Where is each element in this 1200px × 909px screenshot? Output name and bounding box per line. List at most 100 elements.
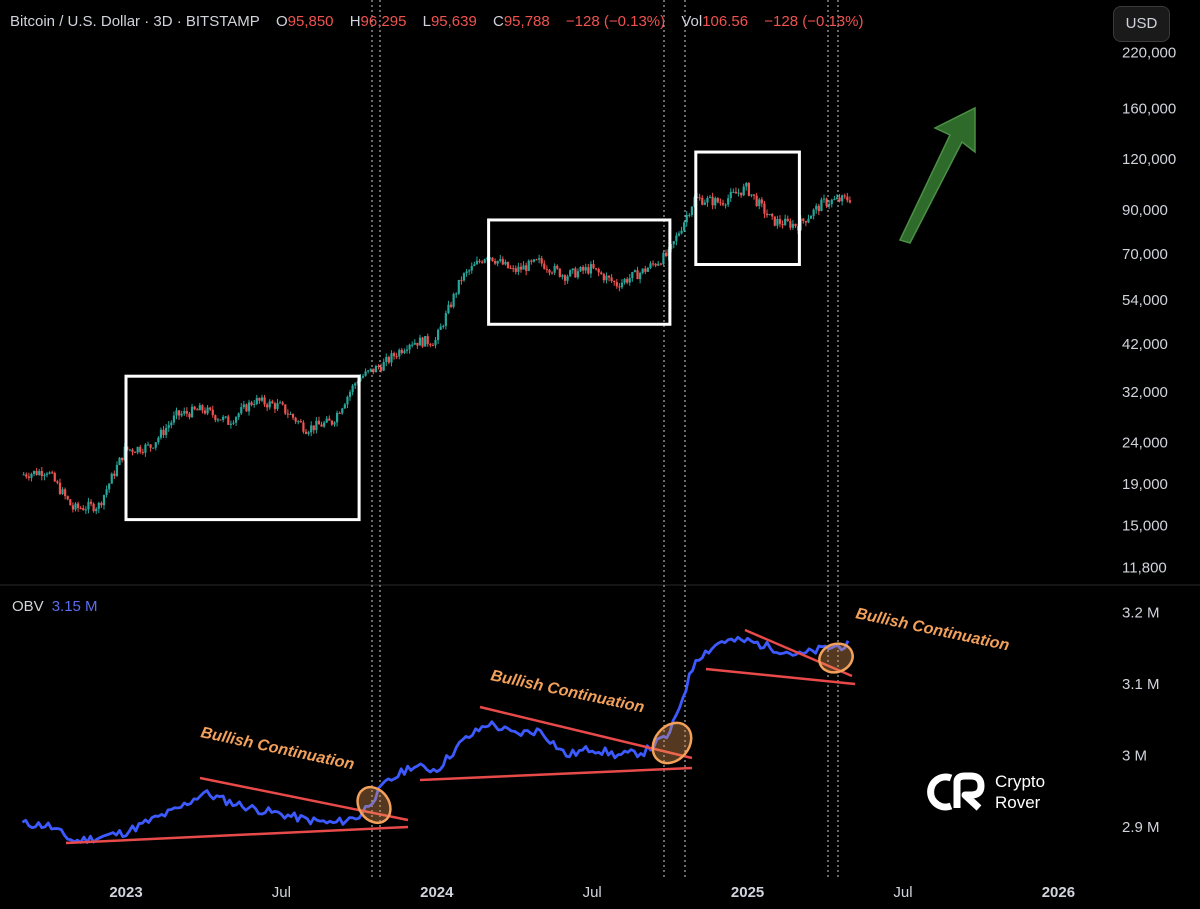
obv-y-tick-label: 2.9 M	[1122, 819, 1160, 836]
candle-body	[626, 279, 629, 283]
candle-body	[304, 431, 308, 434]
x-tick-label: 2023	[109, 884, 142, 901]
candle-body	[765, 213, 769, 216]
obv-y-tick-label: 3.1 M	[1122, 676, 1160, 693]
candle-body	[822, 198, 826, 200]
candle-body	[30, 473, 33, 478]
candle-body	[558, 268, 561, 277]
candle-body	[338, 412, 341, 414]
vol-change-value: −128 (−0.13%)	[764, 13, 864, 30]
candle-body	[820, 199, 823, 212]
candle-body	[752, 194, 756, 196]
candle-body	[802, 218, 805, 221]
bullish-continuation-label: Bullish Continuation	[489, 667, 646, 716]
candle-body	[584, 267, 587, 271]
trendline	[479, 705, 693, 760]
vol-value: 106.56	[702, 13, 749, 30]
open-label: O	[275, 13, 288, 30]
candle-body	[372, 368, 375, 373]
candle-body	[636, 270, 639, 280]
candle-body	[69, 499, 72, 506]
candle-body	[281, 402, 284, 405]
candle-body	[525, 265, 528, 271]
candle-body	[706, 197, 709, 203]
candle-body	[442, 326, 445, 328]
logo-line-2: Rover	[995, 793, 1041, 812]
close-value: 95,788	[503, 13, 550, 30]
y-tick-label: 42,000	[1122, 336, 1168, 353]
candle-body	[58, 482, 62, 494]
x-tick-label: 2026	[1042, 884, 1075, 901]
candle-body	[662, 252, 665, 265]
candle-body	[289, 413, 292, 415]
candle-body	[530, 260, 533, 262]
y-tick-label: 15,000	[1122, 517, 1168, 534]
candle-body	[400, 349, 403, 353]
candle-body	[209, 407, 212, 410]
candle-body	[159, 429, 163, 438]
currency-button[interactable]: USD	[1113, 6, 1170, 42]
consolidation-box	[124, 374, 361, 522]
candle-body	[167, 425, 170, 428]
candle-body	[45, 473, 49, 475]
candle-body	[607, 275, 611, 278]
candle-body	[84, 509, 87, 511]
candle-body	[455, 293, 458, 295]
candle-body	[351, 385, 354, 393]
candle-body	[457, 279, 460, 294]
candle-body	[641, 268, 644, 273]
candle-body	[307, 432, 310, 434]
candle-body	[385, 356, 388, 362]
candle-body	[229, 423, 232, 425]
candle-body	[745, 183, 748, 187]
candle-body	[781, 223, 784, 226]
candle-body	[146, 444, 150, 446]
candle-body	[763, 203, 766, 214]
candle-body	[778, 219, 782, 224]
candle-body	[582, 266, 585, 271]
candle-body	[444, 313, 447, 327]
candle-body	[615, 281, 618, 287]
candle-body	[574, 268, 577, 278]
candle-body	[701, 197, 704, 205]
candle-body	[470, 266, 473, 271]
candle-body	[532, 259, 536, 262]
candle-body	[61, 489, 64, 494]
candle-body	[335, 412, 339, 423]
candle-body	[719, 202, 722, 204]
candle-body	[426, 336, 429, 345]
y-tick-label: 70,000	[1122, 246, 1168, 263]
candle-body	[846, 196, 849, 201]
candle-body	[284, 404, 287, 414]
candle-body	[714, 198, 717, 206]
trendline	[705, 667, 856, 686]
candle-body	[330, 420, 334, 425]
candle-body	[367, 370, 370, 372]
candle-body	[468, 270, 471, 272]
candle-body	[214, 415, 217, 421]
candle-body	[51, 472, 54, 474]
candle-body	[392, 353, 396, 357]
candle-body	[395, 356, 398, 358]
candle-body	[571, 268, 574, 271]
x-tick-label: Jul	[583, 884, 602, 901]
candle-body	[149, 444, 152, 448]
candle-body	[22, 474, 25, 476]
candle-body	[672, 241, 675, 245]
candle-body	[631, 271, 634, 279]
candle-body	[646, 268, 649, 272]
candle-body	[758, 199, 761, 206]
candle-body	[253, 404, 256, 406]
candle-body	[232, 422, 235, 424]
x-tick-label: 2024	[420, 884, 454, 901]
candle-body	[95, 508, 98, 512]
candle-body	[434, 340, 437, 346]
candle-body	[812, 209, 815, 216]
candle-body	[299, 421, 302, 423]
candle-body	[439, 326, 442, 330]
candle-body	[193, 406, 196, 410]
candle-body	[348, 392, 352, 397]
y-tick-label: 54,000	[1122, 292, 1168, 309]
candle-body	[302, 422, 305, 432]
